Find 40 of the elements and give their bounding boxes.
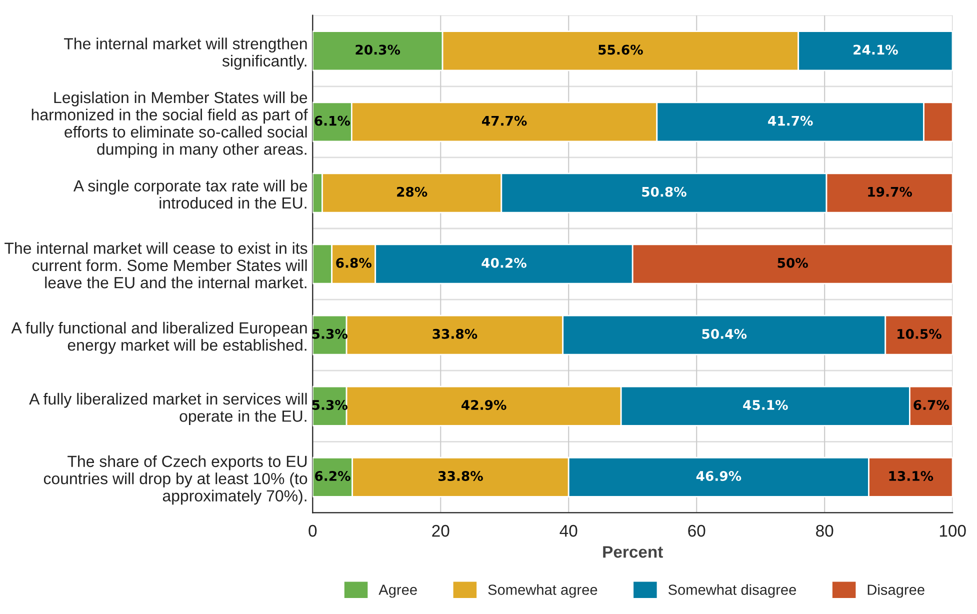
data-label: 40.2% xyxy=(482,258,526,268)
x-axis-title: Percent xyxy=(603,546,663,558)
y-tick-label: A fully liberalized market in services will operate in the EU. xyxy=(29,392,307,425)
data-label: 20.3% xyxy=(356,44,400,55)
y-tick-label: The share of Czech exports to EU countries will drop by at least 10% (to approximately 70%). xyxy=(44,455,308,505)
data-label: 6.1% xyxy=(314,116,350,126)
data-label: 50% xyxy=(778,258,808,268)
x-tick-label: 20 xyxy=(432,524,450,537)
data-label: 42.9% xyxy=(462,400,506,410)
data-label: 33.8% xyxy=(438,471,483,481)
y-tick-label: The internal market will strengthen significantly. xyxy=(64,38,307,70)
data-label: 24.1% xyxy=(854,44,898,55)
data-label: 47.7% xyxy=(482,116,527,126)
data-label: 19.7% xyxy=(868,186,912,197)
data-label: 6.8% xyxy=(336,258,372,268)
data-label: 6.2% xyxy=(315,471,350,481)
legend-label: Somewhat disagree xyxy=(668,584,796,598)
data-label: 10.5% xyxy=(898,328,942,339)
data-label: 33.8% xyxy=(432,328,478,339)
x-tick-label: 40 xyxy=(560,524,578,537)
x-tick-label: 80 xyxy=(816,524,834,537)
data-label: 50.4% xyxy=(702,328,747,339)
x-tick-label: 0 xyxy=(308,524,317,537)
data-label: 6.7% xyxy=(914,400,950,410)
data-label: 46.9% xyxy=(696,471,742,481)
data-label: 55.6% xyxy=(598,44,643,55)
data-label: 41.7% xyxy=(768,116,813,126)
y-tick-label: A fully functional and liberalized European energy market will be established. xyxy=(11,322,307,354)
data-label: 13.1% xyxy=(889,471,934,481)
legend-label: Disagree xyxy=(868,584,924,598)
x-tick-label: 100 xyxy=(940,524,966,537)
y-tick-label: Legislation in Member States will be harmonized in the social field as part of efforts to eliminate so-called social dumping in many other areas. xyxy=(32,91,308,158)
data-label: 45.1% xyxy=(743,400,788,410)
y-tick-label: The internal market will cease to exist in its current form. Some Member States will leave the EU and the internal market. xyxy=(4,242,308,288)
y-tick-label: A single corporate tax rate will be introduced in the EU. xyxy=(73,180,308,209)
x-tick-label: 60 xyxy=(688,524,706,537)
data-label: 28% xyxy=(397,186,428,197)
data-label: 50.8% xyxy=(642,186,686,197)
legend-label: Agree xyxy=(378,584,417,598)
legend-label: Somewhat agree xyxy=(488,584,598,598)
